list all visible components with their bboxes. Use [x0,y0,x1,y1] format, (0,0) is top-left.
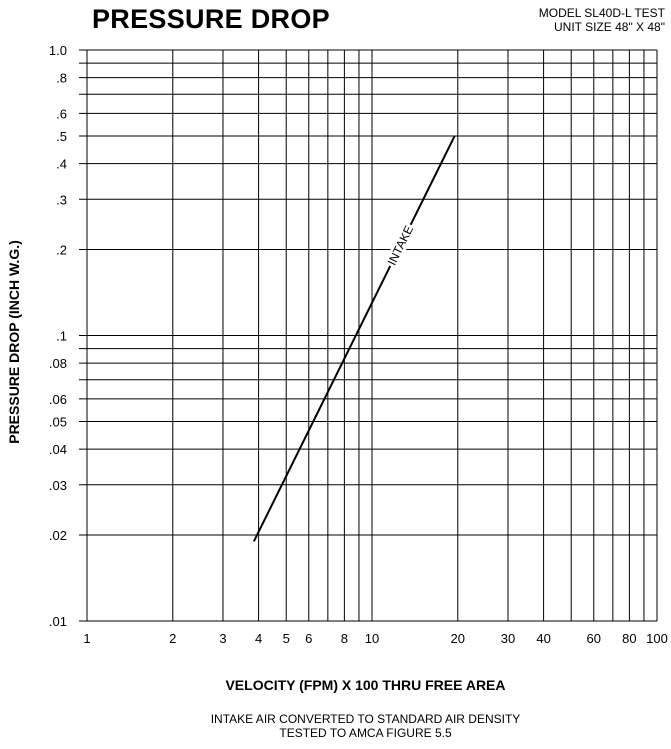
x-tick-label: 6 [305,631,312,646]
x-axis-label: VELOCITY (FPM) X 100 THRU FREE AREA [225,677,506,693]
x-tick-label: 8 [341,631,348,646]
y-tick-label: 1.0 [49,43,67,58]
page-title: PRESSURE DROP [92,4,330,34]
y-tick-label: .2 [56,243,67,258]
x-tick-label: 40 [536,631,550,646]
grid [79,49,658,622]
x-tick-labels: 1 2 3 4 5 6 8 10 20 30 40 60 80 100 [83,631,667,646]
notes: INTAKE AIR CONVERTED TO STANDARD AIR DEN… [0,712,671,740]
y-tick-label: .1 [56,329,67,344]
x-tick-label: 20 [451,631,465,646]
y-tick-label: .05 [49,414,67,429]
model-line-1: MODEL SL40D-L TEST [538,6,665,20]
model-info: MODEL SL40D-L TEST UNIT SIZE 48" X 48" [539,6,665,34]
x-tick-label: 5 [283,631,290,646]
series-lines: INTAKE [252,135,456,542]
x-tick-label: 10 [365,631,379,646]
y-tick-labels: .01 .02 .03 .04 .05 .06 .08 .1 .2 .3 .4 .5 .6 .8 1.0 [49,43,67,629]
series-line-intake [252,135,456,542]
y-tick-label: .01 [49,614,67,629]
model-line-2: UNIT SIZE 48" X 48" [553,20,665,34]
y-tick-label: .6 [56,106,67,121]
x-tick-label: 80 [622,631,636,646]
x-tick-label: 100 [646,631,668,646]
x-tick-label: 1 [83,631,90,646]
y-tick-label: .3 [56,192,67,207]
x-tick-label: 4 [255,631,262,646]
y-tick-label: .8 [56,71,67,86]
x-tick-label: 60 [587,631,601,646]
y-tick-label: .04 [49,442,67,457]
y-tick-label: .02 [49,528,67,543]
series-label-background [383,221,417,270]
x-tick-label: 3 [219,631,226,646]
series-label-intake: INTAKE [385,223,416,267]
x-tick-label: 30 [501,631,515,646]
y-tick-label: .4 [56,157,67,172]
x-tick-label: 2 [169,631,176,646]
y-tick-label: .03 [49,478,67,493]
note-line-2: TESTED TO AMCA FIGURE 5.5 [279,726,452,740]
y-tick-label: .08 [49,356,67,371]
y-tick-label: .5 [56,129,67,144]
note-line-1: INTAKE AIR CONVERTED TO STANDARD AIR DEN… [210,712,521,726]
y-tick-label: .06 [49,392,67,407]
